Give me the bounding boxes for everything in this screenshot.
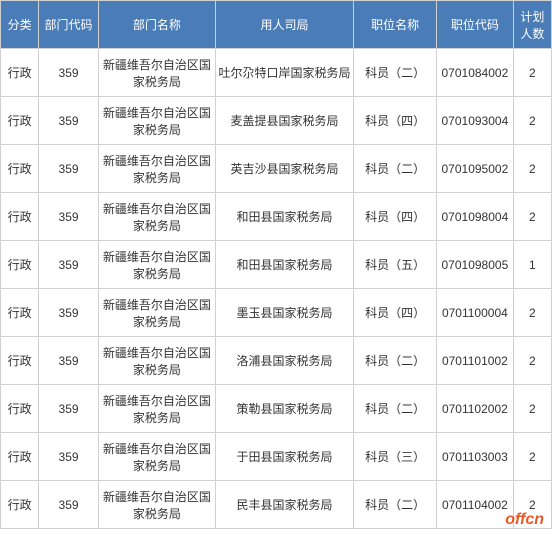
cell-planned-count: 2 (513, 433, 551, 481)
cell-position-name: 科员（四） (354, 193, 437, 241)
cell-position-name: 科员（四） (354, 289, 437, 337)
cell-dept-name: 新疆维吾尔自治区国家税务局 (98, 97, 215, 145)
cell-position-name: 科员（二） (354, 49, 437, 97)
cell-dept-name: 新疆维吾尔自治区国家税务局 (98, 49, 215, 97)
table-row: 行政359新疆维吾尔自治区国家税务局墨玉县国家税务局科员（四）070110000… (1, 289, 552, 337)
cell-category: 行政 (1, 337, 39, 385)
header-planned-count: 计划人数 (513, 1, 551, 49)
table-row: 行政359新疆维吾尔自治区国家税务局于田县国家税务局科员（三）070110300… (1, 433, 552, 481)
cell-position-code: 0701084002 (437, 49, 514, 97)
cell-bureau: 于田县国家税务局 (215, 433, 353, 481)
table-row: 行政359新疆维吾尔自治区国家税务局英吉沙县国家税务局科员（二）07010950… (1, 145, 552, 193)
table-header-row: 分类 部门代码 部门名称 用人司局 职位名称 职位代码 计划人数 (1, 1, 552, 49)
cell-planned-count: 2 (513, 97, 551, 145)
cell-dept-code: 359 (39, 337, 99, 385)
header-position-code: 职位代码 (437, 1, 514, 49)
cell-bureau: 麦盖提县国家税务局 (215, 97, 353, 145)
cell-position-name: 科员（二） (354, 145, 437, 193)
cell-position-code: 0701101002 (437, 337, 514, 385)
cell-category: 行政 (1, 289, 39, 337)
header-bureau: 用人司局 (215, 1, 353, 49)
cell-bureau: 洛浦县国家税务局 (215, 337, 353, 385)
cell-dept-code: 359 (39, 97, 99, 145)
cell-bureau: 英吉沙县国家税务局 (215, 145, 353, 193)
cell-position-code: 0701100004 (437, 289, 514, 337)
header-dept-name: 部门名称 (98, 1, 215, 49)
cell-position-code: 0701093004 (437, 97, 514, 145)
cell-bureau: 和田县国家税务局 (215, 241, 353, 289)
cell-position-name: 科员（四） (354, 97, 437, 145)
cell-position-code: 0701095002 (437, 145, 514, 193)
cell-category: 行政 (1, 145, 39, 193)
cell-category: 行政 (1, 241, 39, 289)
cell-dept-code: 359 (39, 385, 99, 433)
cell-dept-name: 新疆维吾尔自治区国家税务局 (98, 481, 215, 529)
cell-category: 行政 (1, 385, 39, 433)
cell-planned-count: 2 (513, 145, 551, 193)
cell-planned-count: 1 (513, 241, 551, 289)
cell-position-name: 科员（三） (354, 433, 437, 481)
cell-category: 行政 (1, 193, 39, 241)
cell-dept-code: 359 (39, 289, 99, 337)
header-category: 分类 (1, 1, 39, 49)
cell-position-name: 科员（二） (354, 481, 437, 529)
cell-planned-count: 2 (513, 49, 551, 97)
cell-position-code: 0701103003 (437, 433, 514, 481)
cell-dept-name: 新疆维吾尔自治区国家税务局 (98, 337, 215, 385)
cell-planned-count: 2 (513, 289, 551, 337)
cell-dept-code: 359 (39, 433, 99, 481)
cell-category: 行政 (1, 481, 39, 529)
cell-dept-name: 新疆维吾尔自治区国家税务局 (98, 193, 215, 241)
cell-bureau: 和田县国家税务局 (215, 193, 353, 241)
table-row: 行政359新疆维吾尔自治区国家税务局洛浦县国家税务局科员（二）070110100… (1, 337, 552, 385)
cell-category: 行政 (1, 49, 39, 97)
header-position-name: 职位名称 (354, 1, 437, 49)
cell-dept-code: 359 (39, 145, 99, 193)
cell-category: 行政 (1, 433, 39, 481)
cell-planned-count: 2 (513, 385, 551, 433)
cell-position-code: 0701102002 (437, 385, 514, 433)
cell-dept-code: 359 (39, 193, 99, 241)
cell-position-name: 科员（二） (354, 385, 437, 433)
cell-position-name: 科员（五） (354, 241, 437, 289)
header-dept-code: 部门代码 (39, 1, 99, 49)
positions-table: 分类 部门代码 部门名称 用人司局 职位名称 职位代码 计划人数 行政359新疆… (0, 0, 552, 529)
cell-dept-name: 新疆维吾尔自治区国家税务局 (98, 385, 215, 433)
table-row: 行政359新疆维吾尔自治区国家税务局吐尔尕特口岸国家税务局科员（二）070108… (1, 49, 552, 97)
cell-bureau: 民丰县国家税务局 (215, 481, 353, 529)
cell-dept-name: 新疆维吾尔自治区国家税务局 (98, 241, 215, 289)
cell-dept-name: 新疆维吾尔自治区国家税务局 (98, 433, 215, 481)
cell-bureau: 吐尔尕特口岸国家税务局 (215, 49, 353, 97)
cell-category: 行政 (1, 97, 39, 145)
cell-bureau: 策勒县国家税务局 (215, 385, 353, 433)
cell-dept-name: 新疆维吾尔自治区国家税务局 (98, 289, 215, 337)
cell-position-code: 0701098004 (437, 193, 514, 241)
table-row: 行政359新疆维吾尔自治区国家税务局和田县国家税务局科员（四）070109800… (1, 193, 552, 241)
table-row: 行政359新疆维吾尔自治区国家税务局策勒县国家税务局科员（二）070110200… (1, 385, 552, 433)
watermark-corner: offcn (505, 511, 544, 529)
cell-dept-code: 359 (39, 241, 99, 289)
cell-dept-name: 新疆维吾尔自治区国家税务局 (98, 145, 215, 193)
cell-dept-code: 359 (39, 481, 99, 529)
cell-position-code: 0701104002 (437, 481, 514, 529)
table-body: 行政359新疆维吾尔自治区国家税务局吐尔尕特口岸国家税务局科员（二）070108… (1, 49, 552, 529)
cell-position-name: 科员（二） (354, 337, 437, 385)
table-row: 行政359新疆维吾尔自治区国家税务局民丰县国家税务局科员（二）070110400… (1, 481, 552, 529)
cell-planned-count: 2 (513, 193, 551, 241)
table-row: 行政359新疆维吾尔自治区国家税务局麦盖提县国家税务局科员（四）07010930… (1, 97, 552, 145)
cell-planned-count: 2 (513, 337, 551, 385)
cell-bureau: 墨玉县国家税务局 (215, 289, 353, 337)
table-row: 行政359新疆维吾尔自治区国家税务局和田县国家税务局科员（五）070109800… (1, 241, 552, 289)
cell-dept-code: 359 (39, 49, 99, 97)
cell-position-code: 0701098005 (437, 241, 514, 289)
